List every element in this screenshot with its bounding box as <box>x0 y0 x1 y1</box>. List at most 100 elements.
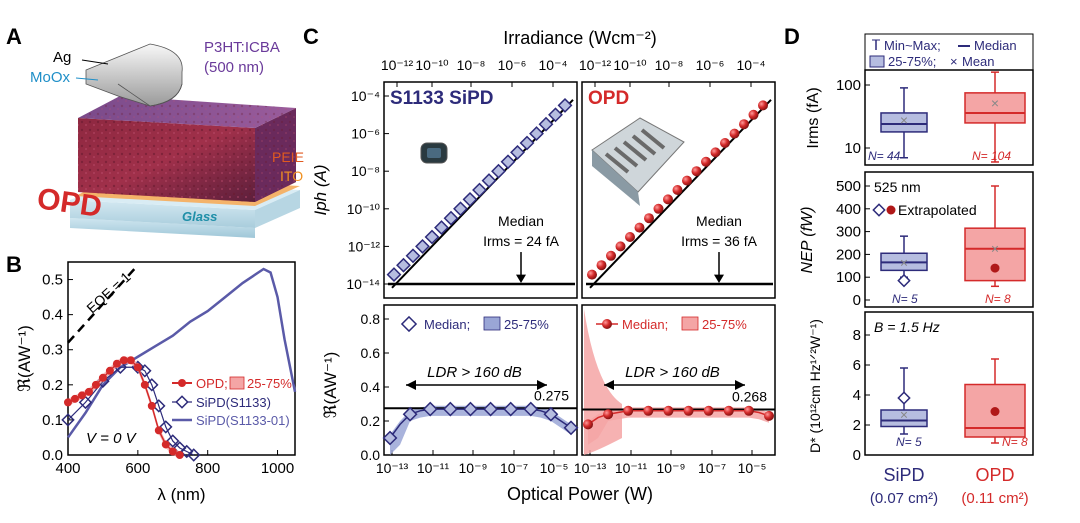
legend-s1133-marker <box>175 395 189 409</box>
x-tick-label: 10⁻⁵ <box>540 460 569 476</box>
dstar-y-tick-label: 2 <box>853 417 861 434</box>
dstar-y-tick-label: 8 <box>853 327 861 344</box>
opd-electrode-stripe <box>613 146 639 168</box>
irms-frame <box>864 69 1034 166</box>
opd-marker <box>175 451 184 459</box>
legend-median: Median <box>974 38 1017 53</box>
opd-marker <box>70 394 79 403</box>
nep-y-tick-label: 200 <box>836 246 861 263</box>
opd-ldr-arrowhead-left <box>604 380 614 390</box>
legend-s1133-label: SiPD(S1133) <box>196 395 271 410</box>
legend-mean: Mean <box>962 54 995 69</box>
sipd-marker <box>61 413 75 427</box>
panel-label-a: A <box>6 24 22 49</box>
irms-n-sipd: N= 44 <box>868 149 901 163</box>
dstar-y-tick-label: 6 <box>853 357 861 374</box>
sipd-ldr-label: LDR > 160 dB <box>427 364 522 381</box>
sipd-iph-marker <box>386 267 402 283</box>
sipd-iph-marker <box>538 116 554 132</box>
sipd-chip-window <box>427 148 441 158</box>
opd-electrode-stripe <box>622 140 648 162</box>
sipd-resp-marker <box>503 401 519 417</box>
opd-legend-median: Median; <box>622 317 668 332</box>
sipd-iph-marker <box>434 220 449 236</box>
legend-s1133-01-label: SiPD(S1133-01) <box>196 413 290 428</box>
opd-iph-marker <box>729 128 740 139</box>
sipd-iqr-band <box>390 405 571 455</box>
lower-y-tick-label: 0.0 <box>361 447 381 463</box>
dstar-y-tick-label: 4 <box>853 387 861 404</box>
opd-title: OPD <box>588 88 629 109</box>
legend-iqr-swatch <box>869 55 885 68</box>
top-axis-title: Irradiance (Wcm⁻²) <box>503 28 657 48</box>
x-tick-label: 400 <box>55 460 80 477</box>
x-tick-label: 10⁻⁹ <box>657 460 686 476</box>
x-tick-label: 10⁻¹¹ <box>417 460 450 476</box>
opd-resp-marker <box>703 405 714 416</box>
sipd-iph-marker <box>557 97 573 113</box>
x-axis-label: λ (nm) <box>157 485 205 504</box>
opd-iph-marker <box>663 194 673 205</box>
sipd-median-label: Median <box>498 213 544 229</box>
opd-resp-marker <box>743 405 754 416</box>
legend-mean-marker: × <box>950 54 958 69</box>
dstar-n-sipd: N= 5 <box>896 435 922 449</box>
category-sipd: SiPD <box>883 465 924 485</box>
x-tick-label: 10⁻⁹ <box>459 460 488 476</box>
upper-y-tick-label: 10⁻¹⁰ <box>347 201 381 217</box>
sipd-iph-marker <box>510 144 525 160</box>
eqe-label: EQE = 1 <box>83 269 133 317</box>
irms-opd-mean: × <box>991 95 999 111</box>
upper-y-tick-label: 10⁻¹² <box>348 238 381 254</box>
dstar-n-opd: N= 8 <box>1002 435 1028 449</box>
opd-marker <box>91 380 100 389</box>
panel-d-statistics: Min~Max; Median 25-75%; × Mean 100 10 Irms (fA)… <box>799 33 1034 507</box>
irms-y-label: Irms (fA) <box>805 87 822 148</box>
legend-iqr-label: 25-75% <box>247 376 292 391</box>
top-tick-label: 10⁻⁸ <box>655 57 684 73</box>
opd-marker <box>105 366 114 375</box>
x-tick-label: 1000 <box>261 460 294 477</box>
sipd-iph-marker <box>529 126 544 142</box>
category-opd: OPD <box>975 465 1014 485</box>
area-opd: (0.11 cm²) <box>961 490 1028 507</box>
opd-iph-marker <box>748 109 759 120</box>
opd-median-line <box>587 410 770 426</box>
opd-electrode-stripe <box>631 134 657 156</box>
legend-opd-label: OPD; <box>196 376 228 391</box>
dstar-opd-extrapolated <box>990 407 1000 416</box>
sipd-ldr-arrowhead-right <box>537 380 547 390</box>
opd-marker <box>112 359 121 368</box>
sipd-resp-marker <box>523 401 539 417</box>
opd-iph-marker <box>625 232 635 242</box>
nep-y-tick-label: 300 <box>836 224 861 241</box>
top-tick-label: 10⁻⁶ <box>498 57 527 73</box>
opd-iph-marker <box>739 119 749 130</box>
sipd-resp-marker <box>382 430 398 446</box>
sipd-marker <box>78 395 93 410</box>
irms-n-opd: N= 104 <box>972 149 1011 163</box>
sipd-iph-marker <box>519 135 535 151</box>
nep-sipd-mean: × <box>900 254 908 270</box>
opd-marker <box>154 426 163 435</box>
dstar-y-tick-label: 0 <box>853 447 861 464</box>
top-tick-label: 10⁻¹² <box>579 57 612 73</box>
nep-sipd-extrapolated <box>897 273 911 288</box>
sipd-marker <box>166 434 180 448</box>
upper-y-axis-label: Iph (A) <box>311 164 330 215</box>
panel-label-d: D <box>784 24 800 49</box>
opd-iqr-band <box>588 407 769 445</box>
device-stack-illustration <box>70 43 300 238</box>
nep-y-tick-label: 500 <box>836 178 861 195</box>
y-tick-label: 0.3 <box>42 342 63 359</box>
opd-iph-marker <box>596 260 607 271</box>
y-tick-label: 0.0 <box>42 447 63 464</box>
opd-marker <box>126 356 135 365</box>
sipd-legend-range: 25-75% <box>504 317 549 332</box>
panel-label-b: B <box>6 252 22 277</box>
x-tick-label: 10⁻¹³ <box>376 460 409 476</box>
sipd-lower-frame <box>383 304 578 456</box>
top-tick-label: 10⁻¹⁰ <box>415 57 449 73</box>
opd-resp-marker <box>723 405 734 416</box>
sipd-iph-marker <box>462 191 478 207</box>
